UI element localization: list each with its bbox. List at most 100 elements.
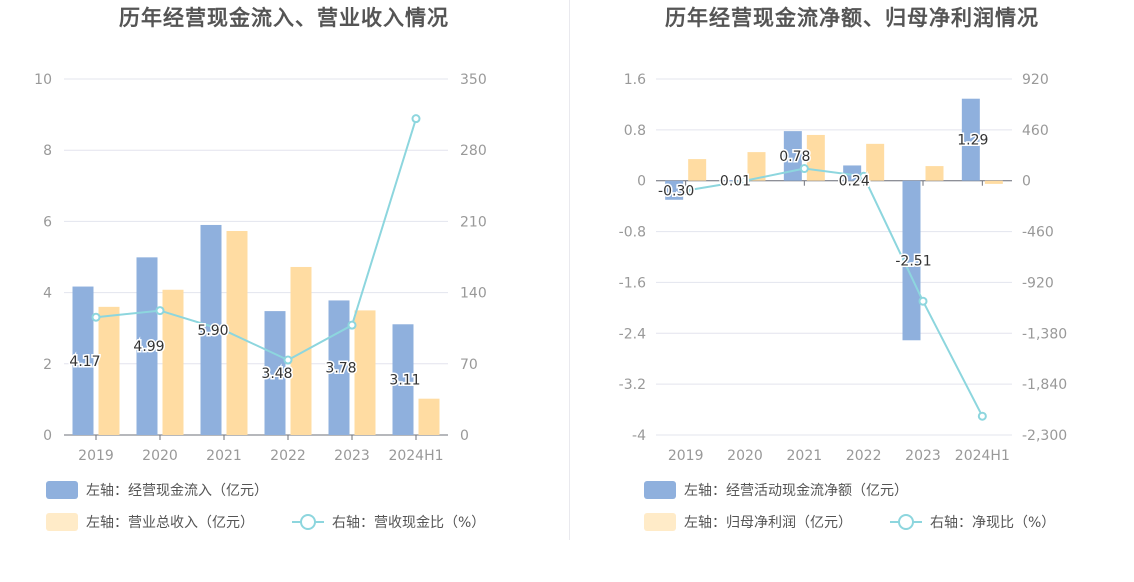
x-axis-tick-label: 2019: [78, 448, 114, 464]
bar-2024H1-series-1: [392, 324, 414, 435]
right-axis-tick-label: 280: [460, 143, 487, 159]
x-axis-tick-label: 2021: [787, 448, 823, 464]
bar-2022-series-2: [290, 266, 312, 435]
legend-label: 左轴：经营活动现金流净额（亿元）: [684, 483, 908, 499]
bar-data-label-2021: 5.90: [197, 323, 228, 339]
legend-label: 右轴：营收现金比（%）: [332, 515, 486, 531]
left-axis-tick-label: 0.8: [624, 123, 646, 139]
legend-item-bar-primary[interactable]: 左轴：经营活动现金流净额（亿元）: [644, 480, 908, 500]
bar-2021-series-1: [200, 224, 222, 435]
legend-swatch-line: [292, 513, 324, 531]
x-axis-tick-label: 2019: [668, 448, 704, 464]
bar-2024H1-series-2: [418, 398, 440, 435]
line-point-2022: [283, 355, 293, 365]
right-axis-tick-label: 0: [460, 428, 469, 444]
legend-label: 左轴：归母净利润（亿元）: [684, 515, 852, 531]
left-axis-tick-label: 4: [43, 286, 52, 302]
x-axis-tick-label: 2021: [206, 448, 242, 464]
bar-data-label-2023: -2.51: [895, 253, 931, 269]
line-point-2020: [155, 306, 165, 316]
x-axis-tick-label: 2020: [142, 448, 178, 464]
left-axis-tick-label: 2: [43, 357, 52, 373]
chart-plot-area: -4 -2,300 -3.2 -1,840 -2.4 -1,380 -1.6 -920 -0.8…: [619, 72, 1067, 464]
line-point-2023: [347, 320, 357, 330]
chart-title: 历年经营现金流入、营业收入情况: [119, 6, 449, 30]
left-axis-tick-label: 8: [43, 143, 52, 159]
bar-2019-series-1: [665, 180, 684, 200]
bar-data-label-2019: -0.30: [658, 183, 694, 199]
bar-data-label-2020: 0.01: [720, 174, 751, 190]
bar-2023-series-2: [354, 310, 376, 435]
x-axis-tick-label: 2023: [905, 448, 941, 464]
right-axis-tick-label: 920: [1022, 72, 1049, 88]
line-point-2022: [859, 171, 869, 181]
right-axis-tick-label: 210: [460, 214, 487, 230]
bar-2021-series-1: [783, 131, 802, 181]
left-axis-tick-label: -3.2: [619, 377, 646, 393]
line-point-2019: [91, 312, 101, 322]
bar-data-label-2023: 3.78: [325, 361, 356, 377]
chart-plot-area: 0 0 2 70 4 140 6 210 8 280 10 350 2019 2020 2021 2022 20…: [34, 72, 487, 464]
bar-data-label-2022: 0.24: [839, 174, 870, 190]
legend-swatch: [46, 481, 78, 499]
bar-2020-series-1: [136, 257, 158, 435]
right-axis-tick-label: 350: [460, 72, 487, 88]
bar-2019-series-2: [688, 159, 707, 181]
x-axis-tick-label: 2024H1: [388, 448, 443, 464]
legend-swatch: [46, 513, 78, 531]
right-axis-tick-label: 140: [460, 286, 487, 302]
chart-panel-cashflow-revenue: 历年经营现金流入、营业收入情况 0 0 2 70 4 140 6 210 8 280 10 350 20…: [0, 0, 568, 540]
right-axis-tick-label: -1,380: [1022, 326, 1067, 342]
bar-2022-series-2: [866, 143, 885, 181]
left-axis-tick-label: 10: [34, 72, 52, 88]
line-point-2023: [918, 296, 928, 306]
bar-data-label-2019: 4.17: [69, 354, 100, 370]
bar-2024H1-series-2: [984, 180, 1003, 184]
bar-2020-series-1: [724, 180, 743, 182]
left-axis-tick-label: 0: [637, 174, 646, 190]
legend-item-bar-secondary[interactable]: 左轴：营业总收入（亿元）: [46, 512, 254, 532]
x-axis-tick-label: 2020: [727, 448, 763, 464]
left-axis-tick-label: -1.6: [619, 275, 646, 291]
line-point-2021: [799, 164, 809, 174]
legend-label: 左轴：经营现金流入（亿元）: [86, 483, 268, 499]
bar-2020-series-2: [747, 152, 766, 181]
bar-data-label-2020: 4.99: [133, 339, 164, 355]
bar-2023-series-1: [902, 180, 921, 341]
panel-divider: [569, 0, 570, 540]
bar-data-label-2022: 3.48: [261, 366, 292, 382]
right-axis-tick-label: -1,840: [1022, 377, 1067, 393]
bar-2024H1-series-1: [961, 98, 980, 181]
legend-item-line[interactable]: 右轴：净现比（%）: [890, 512, 1055, 532]
bar-2019-series-2: [98, 306, 120, 435]
bar-2021-series-2: [226, 231, 248, 435]
legend-item-line[interactable]: 右轴：营收现金比（%）: [292, 512, 485, 532]
legend-item-bar-secondary[interactable]: 左轴：归母净利润（亿元）: [644, 512, 852, 532]
right-axis-tick-label: 460: [1022, 123, 1049, 139]
x-axis-tick-label: 2022: [270, 448, 306, 464]
bar-2019-series-1: [72, 286, 94, 435]
legend-swatch: [644, 513, 676, 531]
bar-2022-series-1: [843, 165, 862, 181]
right-axis-tick-label: 0: [1022, 174, 1031, 190]
line-series-path: [95, 118, 417, 362]
right-axis-tick-label: -460: [1022, 225, 1054, 241]
line-point-2024H1: [411, 114, 421, 124]
chart-title: 历年经营现金流净额、归母净利润情况: [665, 6, 1039, 30]
x-axis-tick-label: 2024H1: [955, 448, 1010, 464]
line-point-2020: [740, 176, 750, 186]
left-axis-tick-label: -0.8: [619, 225, 646, 241]
right-axis-tick-label: -920: [1022, 275, 1054, 291]
bar-2020-series-2: [162, 289, 184, 435]
line-point-2024H1: [977, 411, 987, 421]
chart-panel-netcash-profit: 历年经营现金流净额、归母净利润情况 -4 -2,300 -3.2 -1,840 -2.4…: [570, 0, 1134, 540]
right-axis-tick-label: 70: [460, 357, 478, 373]
right-axis-tick-label: -2,300: [1022, 428, 1067, 444]
line-point-2021: [219, 325, 229, 335]
legend-item-bar-primary[interactable]: 左轴：经营现金流入（亿元）: [46, 480, 268, 500]
x-axis-tick-label: 2023: [334, 448, 370, 464]
legend-label: 右轴：净现比（%）: [930, 515, 1056, 531]
line-point-2019: [681, 186, 691, 196]
bar-2023-series-2: [925, 166, 944, 181]
left-axis-tick-label: -2.4: [619, 326, 646, 342]
